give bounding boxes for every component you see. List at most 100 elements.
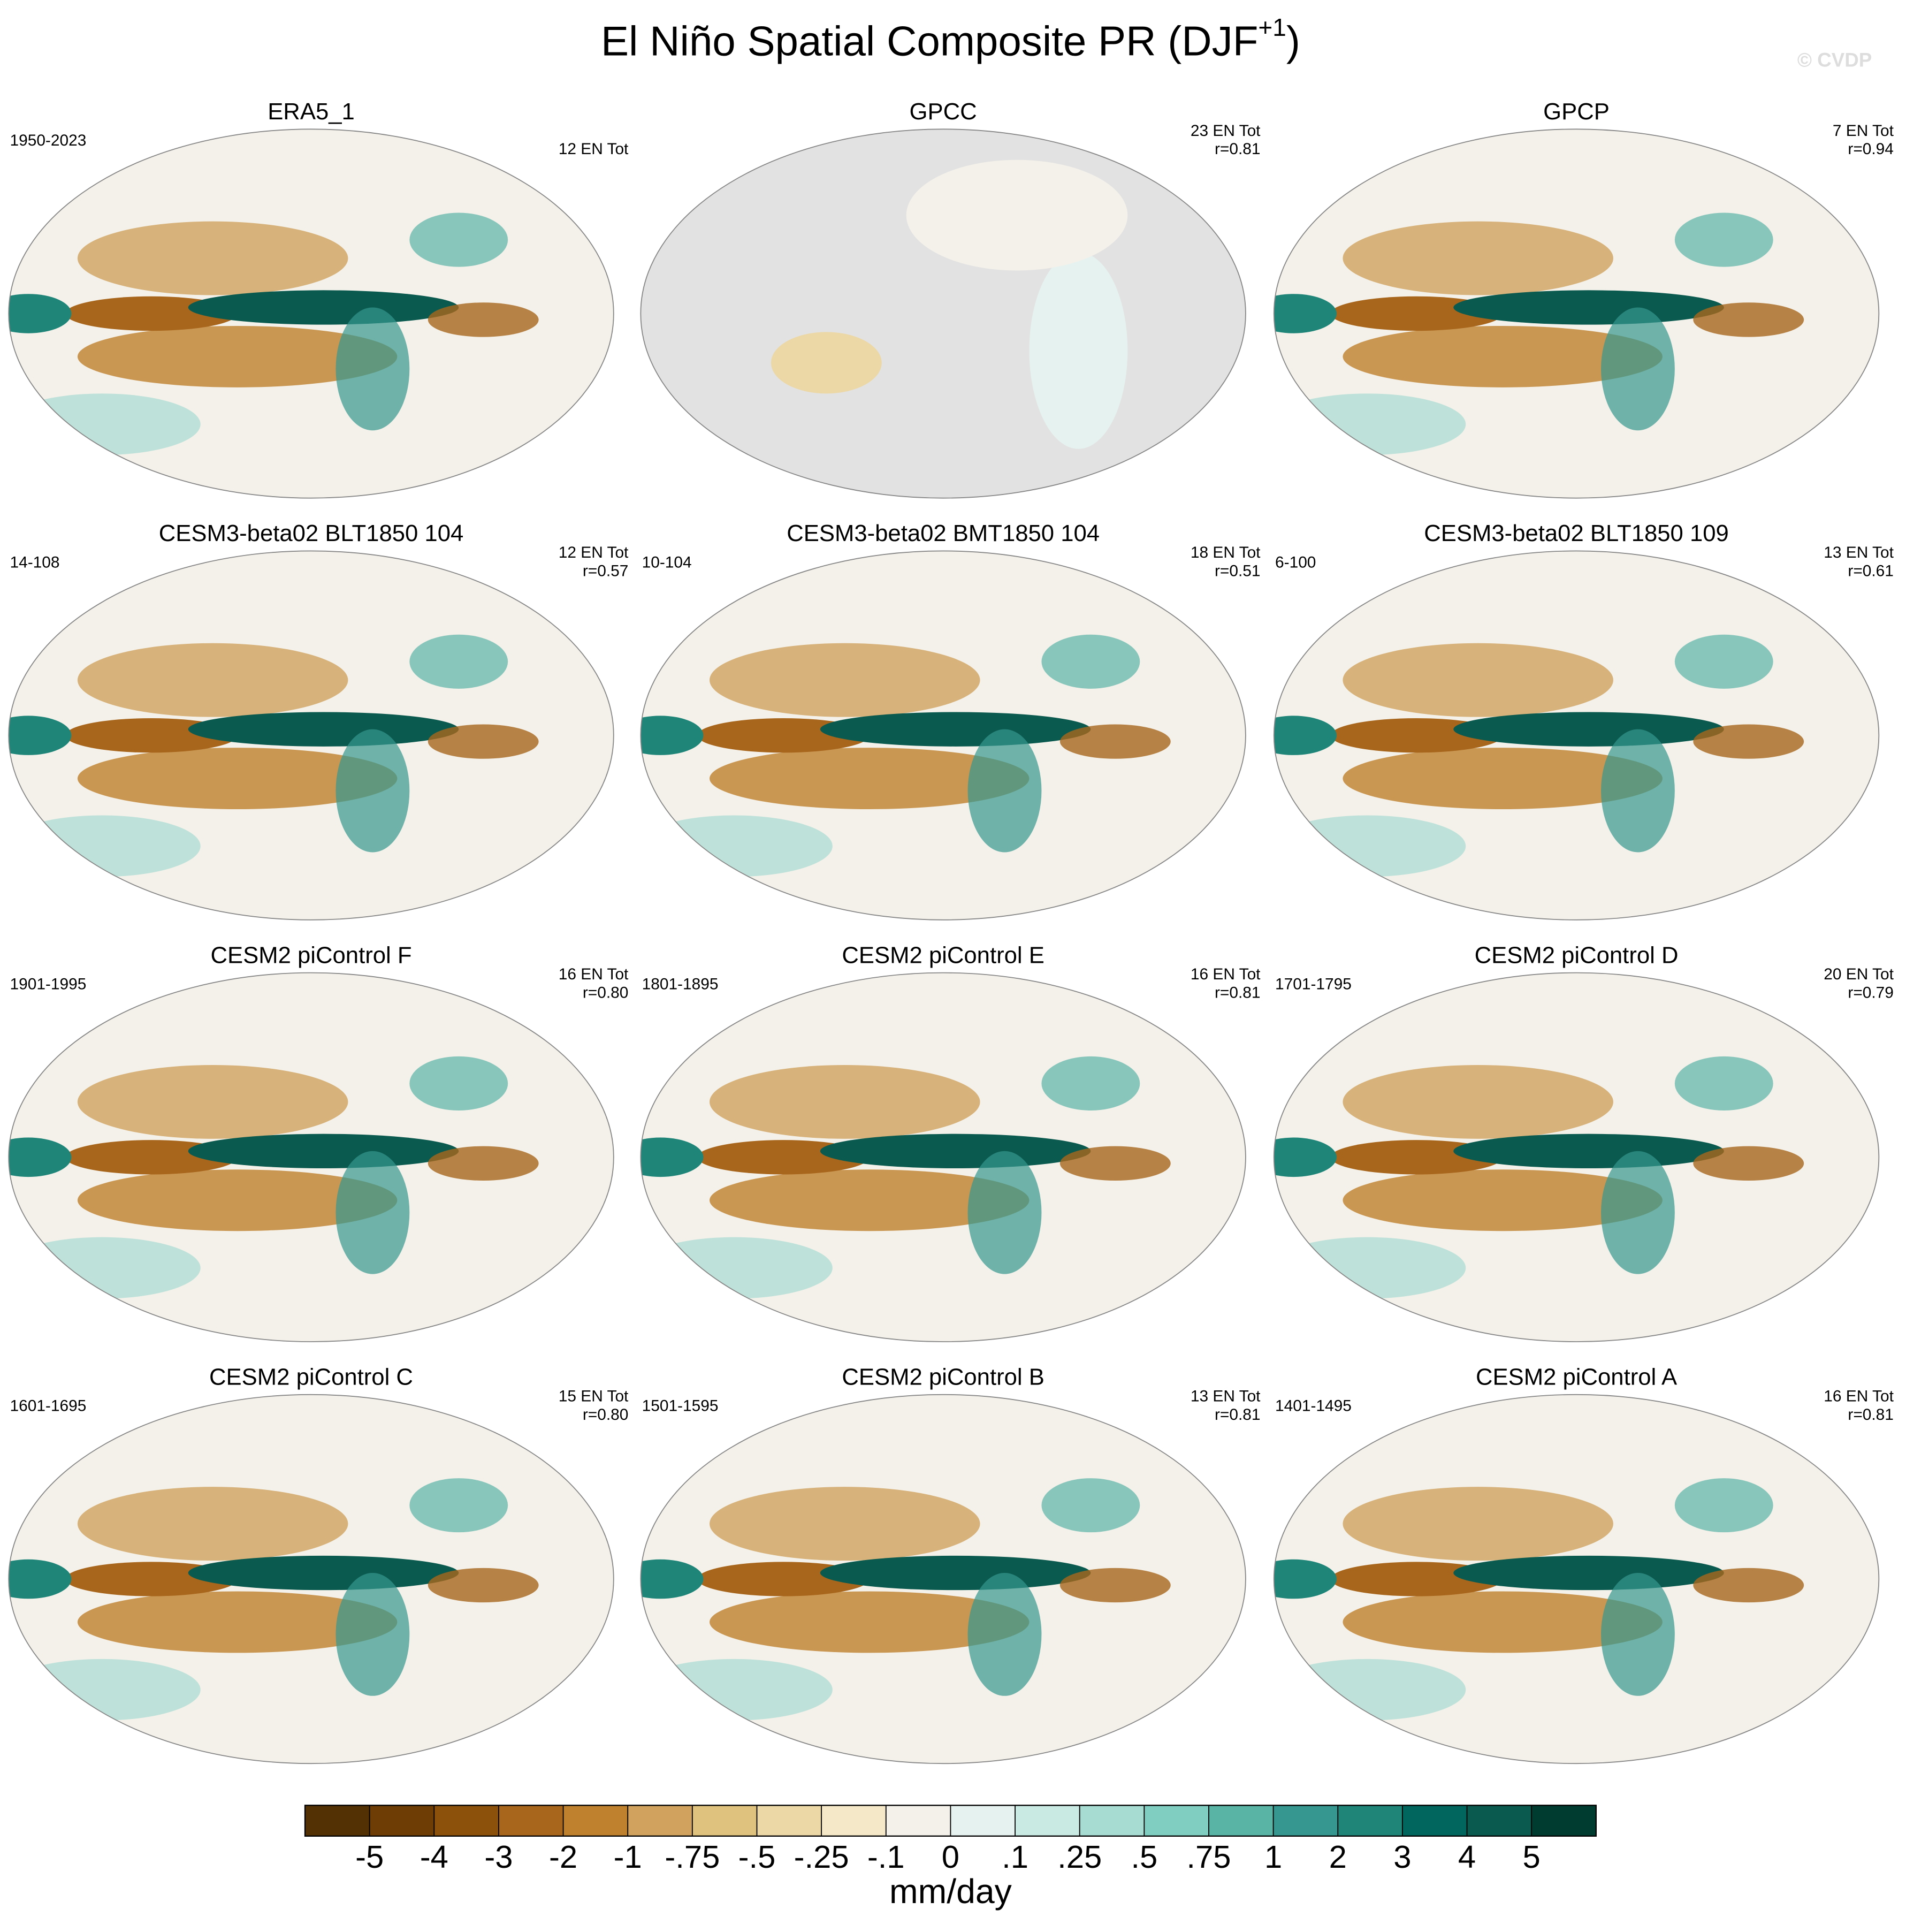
anomaly xyxy=(1674,634,1773,689)
panel-events: 16 EN Tot xyxy=(1824,1387,1894,1405)
anomaly xyxy=(1274,1659,1466,1721)
anomaly xyxy=(77,221,348,295)
panel-period: 1401-1495 xyxy=(1275,1397,1352,1415)
colorbar-tick-label: .75 xyxy=(1186,1839,1231,1875)
anomaly xyxy=(77,1591,398,1653)
panel-period: 1901-1995 xyxy=(10,976,87,993)
panel-correlation: r=0.61 xyxy=(1848,562,1894,580)
colorbar-swatch xyxy=(757,1805,822,1836)
map-outline xyxy=(640,128,1246,499)
anomaly xyxy=(336,729,410,853)
anomaly xyxy=(77,643,348,717)
anomaly xyxy=(409,1056,508,1111)
colorbar-tick-label: 1 xyxy=(1264,1839,1282,1875)
anomaly xyxy=(188,1134,459,1169)
colorbar-swatch xyxy=(1144,1805,1209,1836)
panel-title: CESM3-beta02 BLT1850 104 xyxy=(159,520,464,546)
anomaly xyxy=(9,815,201,877)
colorbar-swatch xyxy=(305,1805,370,1836)
panel-period: 14-108 xyxy=(10,553,60,571)
colorbar-tick-label: 0 xyxy=(942,1839,959,1875)
anomaly xyxy=(1674,212,1773,267)
map xyxy=(9,1394,614,1764)
colorbar-swatch xyxy=(950,1805,1016,1836)
map-outline xyxy=(1273,972,1880,1342)
anomaly xyxy=(336,307,410,431)
panel-correlation: r=0.81 xyxy=(1215,984,1261,1002)
anomaly xyxy=(641,1137,704,1177)
panel-title: CESM2 piControl E xyxy=(842,942,1044,968)
anomaly xyxy=(9,716,72,755)
colorbar-tick-label: 2 xyxy=(1329,1839,1347,1875)
panel-title: GPCP xyxy=(1543,98,1610,125)
map-outline xyxy=(640,972,1246,1342)
colorbar-swatch xyxy=(498,1805,564,1836)
colorbar-swatch xyxy=(692,1805,758,1836)
panel-period: 1701-1795 xyxy=(1275,976,1352,993)
anomaly xyxy=(710,1487,980,1561)
colorbar-swatch xyxy=(1273,1805,1338,1836)
map xyxy=(1274,1394,1879,1764)
anomaly xyxy=(77,748,398,810)
colorbar-tick-label: -2 xyxy=(549,1839,577,1875)
anomaly xyxy=(77,1064,348,1139)
panel-title: CESM2 piControl C xyxy=(209,1364,413,1390)
colorbar-tick-label: .5 xyxy=(1131,1839,1157,1875)
panel-title: ERA5_1 xyxy=(268,98,355,125)
panel-events: 16 EN Tot xyxy=(1191,965,1261,983)
anomaly xyxy=(1041,634,1140,689)
anomaly xyxy=(1693,302,1804,337)
anomaly xyxy=(1274,1559,1337,1599)
colorbar-tick-label: -.1 xyxy=(867,1839,905,1875)
anomaly xyxy=(641,716,704,755)
panel-events: 7 EN Tot xyxy=(1833,122,1894,140)
panel-events: 20 EN Tot xyxy=(1824,965,1894,983)
colorbar-tick-label: 5 xyxy=(1523,1839,1541,1875)
anomaly xyxy=(188,712,459,747)
colorbar-swatch xyxy=(369,1805,434,1836)
anomaly xyxy=(77,1487,348,1561)
anomaly xyxy=(428,724,539,759)
map xyxy=(641,972,1246,1342)
map-outline xyxy=(1273,550,1880,921)
map xyxy=(1274,551,1879,920)
panel-title: CESM3-beta02 BMT1850 104 xyxy=(787,520,1100,546)
colorbar-swatch xyxy=(886,1805,951,1836)
anomaly xyxy=(641,1237,833,1299)
anomaly xyxy=(428,1568,539,1603)
anomaly xyxy=(967,1573,1042,1696)
panel-events: 13 EN Tot xyxy=(1824,544,1894,561)
anomaly xyxy=(1693,1568,1804,1603)
anomaly xyxy=(1600,1573,1675,1696)
colorbar-swatch xyxy=(821,1805,887,1836)
anomaly xyxy=(9,1237,201,1299)
watermark: © CVDP xyxy=(1797,49,1872,71)
colorbar-tick-label: -3 xyxy=(484,1839,513,1875)
anomaly xyxy=(77,325,398,387)
panel-correlation: r=0.81 xyxy=(1215,1406,1261,1424)
map xyxy=(9,551,614,920)
colorbar-swatch xyxy=(1079,1805,1145,1836)
panel-events: 16 EN Tot xyxy=(559,965,629,983)
panel-events: 18 EN Tot xyxy=(1191,544,1261,561)
anomaly xyxy=(710,1064,980,1139)
map xyxy=(641,1394,1246,1764)
panel-title: CESM2 piControl F xyxy=(210,942,411,968)
anomaly xyxy=(9,1559,72,1599)
map-outline xyxy=(640,1394,1246,1764)
anomaly xyxy=(1453,1555,1724,1591)
anomaly xyxy=(336,1573,410,1696)
anomaly xyxy=(641,815,833,877)
colorbar-tick-label: .25 xyxy=(1057,1839,1102,1875)
panel-period: 1950-2023 xyxy=(10,132,87,149)
map-outline xyxy=(640,550,1246,921)
anomaly xyxy=(1343,643,1613,717)
anomaly xyxy=(1059,1146,1171,1181)
anomaly xyxy=(1274,1137,1337,1177)
anomaly xyxy=(1693,724,1804,759)
colorbar-swatch xyxy=(1015,1805,1080,1836)
colorbar-tick-label: 4 xyxy=(1458,1839,1476,1875)
anomaly xyxy=(1041,1056,1140,1111)
anomaly xyxy=(409,634,508,689)
